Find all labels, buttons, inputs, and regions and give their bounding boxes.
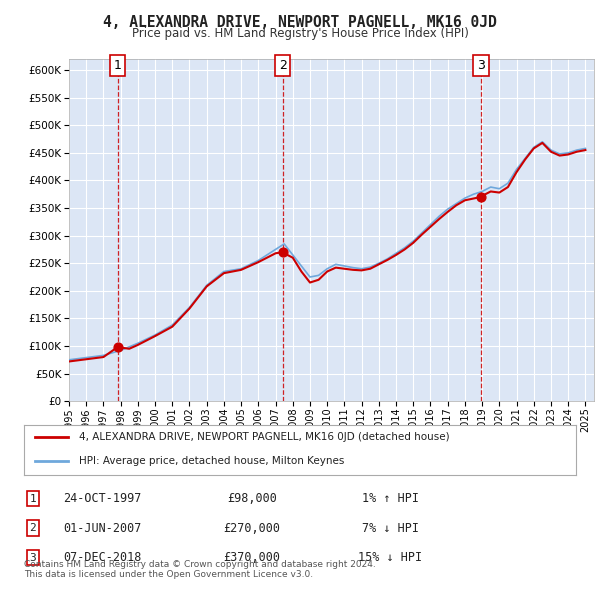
Text: 1: 1 bbox=[113, 59, 121, 72]
Text: 4, ALEXANDRA DRIVE, NEWPORT PAGNELL, MK16 0JD (detached house): 4, ALEXANDRA DRIVE, NEWPORT PAGNELL, MK1… bbox=[79, 432, 450, 442]
Text: 1% ↑ HPI: 1% ↑ HPI bbox=[361, 492, 419, 505]
Text: 3: 3 bbox=[477, 59, 485, 72]
Text: 3: 3 bbox=[29, 553, 37, 562]
Text: 2: 2 bbox=[29, 523, 37, 533]
Point bbox=[113, 342, 122, 352]
Text: £270,000: £270,000 bbox=[223, 522, 281, 535]
Text: 07-DEC-2018: 07-DEC-2018 bbox=[63, 551, 141, 564]
Text: 2: 2 bbox=[279, 59, 287, 72]
Text: 15% ↓ HPI: 15% ↓ HPI bbox=[358, 551, 422, 564]
Text: £370,000: £370,000 bbox=[223, 551, 281, 564]
Text: Contains HM Land Registry data © Crown copyright and database right 2024.
This d: Contains HM Land Registry data © Crown c… bbox=[24, 560, 376, 579]
Text: HPI: Average price, detached house, Milton Keynes: HPI: Average price, detached house, Milt… bbox=[79, 456, 344, 466]
Point bbox=[476, 192, 486, 202]
Text: 01-JUN-2007: 01-JUN-2007 bbox=[63, 522, 141, 535]
Text: 1: 1 bbox=[29, 494, 37, 503]
Text: 4, ALEXANDRA DRIVE, NEWPORT PAGNELL, MK16 0JD: 4, ALEXANDRA DRIVE, NEWPORT PAGNELL, MK1… bbox=[103, 15, 497, 30]
Point bbox=[278, 247, 287, 257]
Text: 24-OCT-1997: 24-OCT-1997 bbox=[63, 492, 141, 505]
Text: 7% ↓ HPI: 7% ↓ HPI bbox=[361, 522, 419, 535]
Text: Price paid vs. HM Land Registry's House Price Index (HPI): Price paid vs. HM Land Registry's House … bbox=[131, 27, 469, 40]
Text: £98,000: £98,000 bbox=[227, 492, 277, 505]
